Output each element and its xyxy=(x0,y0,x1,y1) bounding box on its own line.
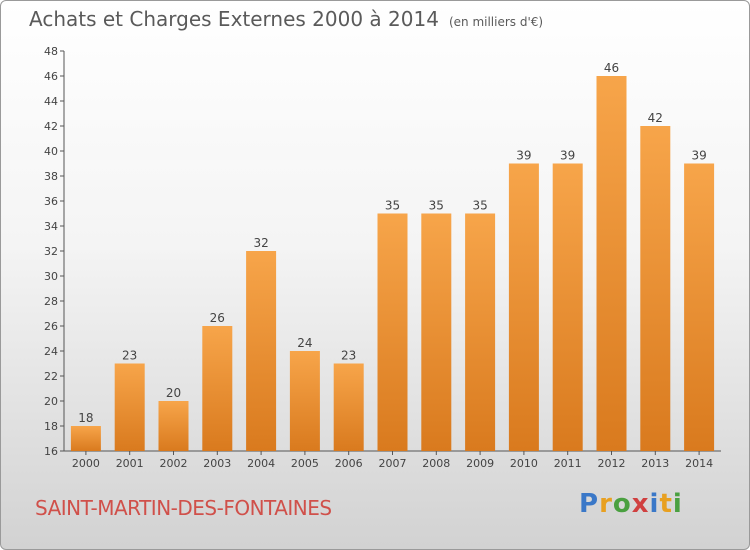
x-tick-label: 2014 xyxy=(685,457,713,470)
y-tick-label: 16 xyxy=(44,445,58,458)
labels: 2000 18 2001 23 2002 20 2003 26 2004 32 2005 24 2006… xyxy=(72,61,713,470)
x-tick-label: 2003 xyxy=(203,457,231,470)
data-label: 32 xyxy=(253,236,268,250)
data-label: 42 xyxy=(648,111,663,125)
bar xyxy=(640,126,671,451)
y-tick-label: 20 xyxy=(44,395,58,408)
y-tick-label: 24 xyxy=(44,345,58,358)
bar xyxy=(465,213,496,451)
x-tick-label: 2007 xyxy=(379,457,407,470)
data-label: 39 xyxy=(691,149,706,163)
data-label: 35 xyxy=(472,199,487,213)
bar xyxy=(158,401,189,451)
x-tick-label: 2012 xyxy=(598,457,626,470)
x-tick-label: 2006 xyxy=(335,457,363,470)
bars xyxy=(70,76,715,451)
x-tick-label: 2008 xyxy=(422,457,450,470)
bar xyxy=(202,326,233,451)
bar xyxy=(114,363,145,451)
data-label: 39 xyxy=(516,149,531,163)
bar xyxy=(333,363,364,451)
bar xyxy=(421,213,452,451)
bar xyxy=(596,76,627,451)
y-tick-label: 48 xyxy=(44,45,58,58)
bar xyxy=(508,163,539,451)
axes: 16 18 20 22 24 26 28 30 32 34 36 38 40 42 44 46 48 xyxy=(44,45,721,458)
bar xyxy=(684,163,715,451)
y-tick-label: 46 xyxy=(44,70,58,83)
logo-letter: r xyxy=(599,489,613,519)
data-label: 23 xyxy=(341,349,356,363)
y-tick-label: 38 xyxy=(44,170,58,183)
y-tick-label: 42 xyxy=(44,120,58,133)
y-tick-label: 44 xyxy=(44,95,58,108)
y-tick-label: 40 xyxy=(44,145,58,158)
y-tick-label: 30 xyxy=(44,270,58,283)
x-tick-label: 2002 xyxy=(160,457,188,470)
title-unit: (en milliers d'€) xyxy=(448,15,544,29)
data-label: 26 xyxy=(210,311,225,325)
data-label: 23 xyxy=(122,349,137,363)
x-tick-label: 2013 xyxy=(641,457,669,470)
commune-name: SAINT-MARTIN-DES-FONTAINES xyxy=(35,496,332,520)
x-tick-label: 2000 xyxy=(72,457,100,470)
data-label: 20 xyxy=(166,386,181,400)
logo-letter: o xyxy=(612,489,632,519)
y-tick-label: 28 xyxy=(44,295,58,308)
title-text: Achats et Charges Externes 2000 à 2014 xyxy=(29,7,439,31)
data-label: 35 xyxy=(385,199,400,213)
y-tick-label: 18 xyxy=(44,420,58,433)
data-label: 24 xyxy=(297,336,312,350)
bar xyxy=(289,351,320,451)
chart-title: Achats et Charges Externes 2000 à 2014 (e… xyxy=(29,7,543,31)
logo-letter: i xyxy=(649,489,660,519)
data-label: 35 xyxy=(429,199,444,213)
x-tick-label: 2001 xyxy=(116,457,144,470)
logo-letter: x xyxy=(631,489,650,519)
data-label: 46 xyxy=(604,61,619,75)
y-tick-label: 22 xyxy=(44,370,58,383)
data-label: 39 xyxy=(560,149,575,163)
y-tick-label: 32 xyxy=(44,245,58,258)
x-tick-label: 2011 xyxy=(554,457,582,470)
bar xyxy=(246,251,277,451)
bar xyxy=(552,163,583,451)
logo-letter: t xyxy=(659,489,673,519)
bar xyxy=(70,426,101,451)
y-tick-label: 26 xyxy=(44,320,58,333)
logo-letter: i xyxy=(672,489,683,519)
x-tick-label: 2004 xyxy=(247,457,275,470)
data-label: 18 xyxy=(78,411,93,425)
x-tick-label: 2005 xyxy=(291,457,319,470)
y-tick-label: 34 xyxy=(44,220,58,233)
bar xyxy=(377,213,408,451)
x-tick-label: 2010 xyxy=(510,457,538,470)
y-tick-label: 36 xyxy=(44,195,58,208)
logo-letter: P xyxy=(579,489,600,519)
x-tick-label: 2009 xyxy=(466,457,494,470)
proxiti-logo: Proxiti xyxy=(579,489,683,519)
